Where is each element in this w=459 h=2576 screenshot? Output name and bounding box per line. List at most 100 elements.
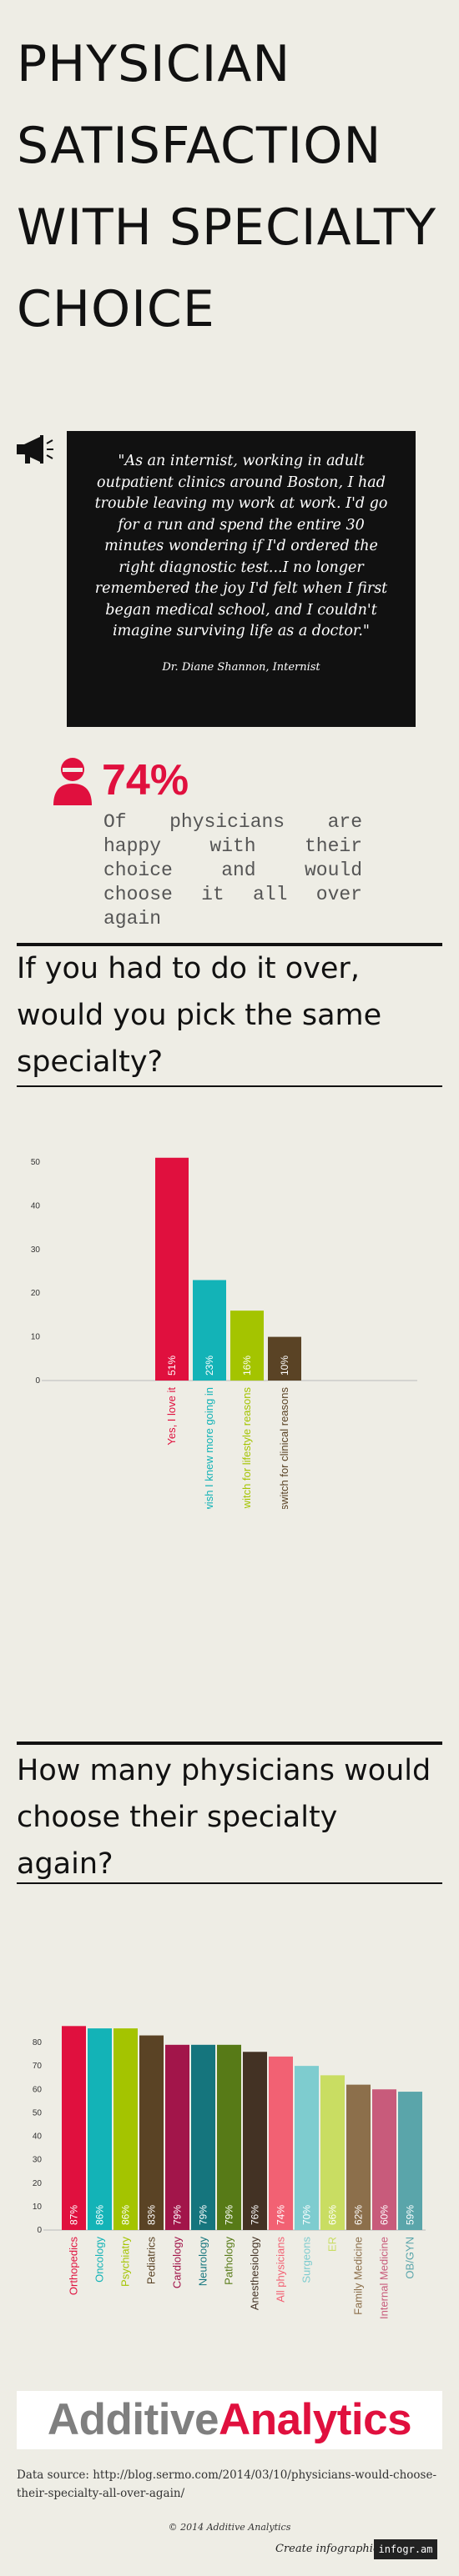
chart-specialty-repeat: 0 10 20 30 40 50 51% Yes, I love it 23% Yes, but …: [31, 1157, 417, 1509]
y-tick-label: 20: [31, 1289, 41, 1298]
category-label: All physicians: [275, 2237, 287, 2303]
value-label: 59%: [405, 2205, 416, 2225]
y-tick-label: 40: [33, 2132, 43, 2142]
value-label: 79%: [198, 2205, 209, 2225]
category-label: Yes, I love it: [165, 1387, 178, 1446]
bar: [372, 2089, 396, 2230]
y-tick-label: 40: [31, 1201, 41, 1210]
bar-group: 23% Yes, but I wish I knew more going in: [193, 1280, 226, 1509]
category-label: Orthopedics: [68, 2237, 80, 2296]
y-tick-label: 10: [31, 1333, 41, 1342]
bar: [269, 2056, 293, 2230]
person-icon: [53, 758, 92, 805]
category-label: OB/GYN: [404, 2237, 416, 2279]
bar: [217, 2044, 241, 2230]
bar: [62, 2026, 86, 2230]
category-label: Neurology: [197, 2237, 209, 2287]
bar-group: 87% Orthopedics: [62, 2026, 86, 2295]
y-tick-label: 50: [33, 2108, 43, 2117]
value-label: 16%: [241, 1356, 253, 1376]
bar: [155, 1157, 189, 1381]
value-label: 86%: [94, 2205, 106, 2225]
bar-group: 16% No, I would switch for lifestyle reas…: [230, 1311, 264, 1509]
value-label: 51%: [166, 1356, 178, 1376]
value-label: 76%: [250, 2205, 261, 2225]
bar-group: 79% Cardiology: [165, 2044, 189, 2289]
section2-heading: How many physicians would choose their s…: [17, 1754, 431, 1881]
stat-value: 74%: [102, 756, 189, 804]
category-label: No, I would switch for clinical reasons: [278, 1387, 290, 1509]
y-axis: 0 10 20 30 40 50: [31, 1158, 41, 1386]
megaphone-icon: [17, 435, 53, 464]
category-label: Cardiology: [171, 2237, 184, 2289]
value-label: 70%: [301, 2205, 313, 2225]
quote-author: Dr. Diane Shannon, Internist: [162, 660, 320, 674]
chart-specialty-again: 0 10 20 30 40 50 60 70 80 87% Orthopedics 86% Oncolo…: [33, 2026, 426, 2319]
bar: [346, 2084, 371, 2230]
bar-group: 60% Internal Medicine: [372, 2089, 396, 2319]
bar-group: 70% Surgeons: [295, 2066, 319, 2283]
copyright: © 2014 Additive Analytics: [168, 2522, 291, 2533]
section2-bottom-rule: [17, 1882, 442, 1884]
quote-box: "As an internist, working in adult outpa…: [67, 431, 416, 727]
bar: [165, 2044, 189, 2230]
category-label: No, I would switch for lifestyle reasons: [240, 1387, 253, 1509]
y-tick-label: 30: [31, 1245, 41, 1255]
value-label: 60%: [379, 2205, 391, 2225]
category-label: Family Medicine: [352, 2237, 365, 2315]
category-label: Yes, but I wish I knew more going in: [203, 1387, 215, 1509]
stat-description: Of physicians are happy with their choic…: [103, 811, 362, 930]
additive-analytics-logo: AdditiveAnalytics: [17, 2391, 442, 2449]
bar-group: 66% ER: [320, 2075, 345, 2252]
bar-group: 79% Pathology: [217, 2044, 241, 2285]
value-label: 10%: [279, 1356, 290, 1376]
bar: [398, 2092, 422, 2230]
bar: [191, 2044, 215, 2230]
quote-text: "As an internist, working in adult outpa…: [94, 453, 388, 639]
value-label: 86%: [120, 2205, 132, 2225]
category-label: Pathology: [223, 2237, 235, 2285]
bar: [230, 1311, 264, 1381]
category-label: Psychiatry: [119, 2237, 132, 2287]
value-label: 83%: [146, 2205, 158, 2225]
section1-bottom-rule: [17, 1085, 442, 1087]
bar-group: 76% Anesthesiology: [243, 2052, 267, 2310]
bar-group: 79% Neurology: [191, 2044, 215, 2287]
bar-group: 86% Psychiatry: [113, 2028, 138, 2287]
bar-group: 86% Oncology: [88, 2028, 112, 2283]
page-title: PHYSICIAN SATISFACTION WITH SPECIALTY CH…: [17, 35, 437, 338]
bar: [113, 2028, 138, 2230]
y-tick-label: 0: [35, 1376, 40, 1386]
category-label: Pediatrics: [145, 2237, 158, 2285]
bar: [139, 2035, 164, 2230]
category-label: Surgeons: [300, 2237, 313, 2283]
create-infographics-link[interactable]: Create infographics: [275, 2543, 385, 2555]
value-label: 87%: [68, 2205, 80, 2225]
y-tick-label: 30: [33, 2156, 43, 2165]
bar: [193, 1280, 226, 1381]
bar: [88, 2028, 112, 2230]
value-label: 79%: [172, 2205, 184, 2225]
bar-group: 51% Yes, I love it: [155, 1157, 189, 1446]
y-tick-label: 0: [37, 2226, 42, 2235]
data-source: Data source: http://blog.sermo.com/2014/…: [17, 2468, 437, 2500]
y-tick-label: 10: [33, 2203, 43, 2212]
value-label: 23%: [204, 1356, 215, 1376]
section2-top-rule: [17, 1742, 442, 1745]
value-label: 74%: [275, 2205, 287, 2225]
bar-group: 83% Pediatrics: [139, 2035, 164, 2285]
y-tick-label: 20: [33, 2179, 43, 2188]
bar: [243, 2052, 267, 2230]
bar-group: 62% Family Medicine: [346, 2084, 371, 2315]
bar: [320, 2075, 345, 2230]
y-tick-label: 70: [33, 2062, 43, 2071]
value-label: 62%: [353, 2205, 365, 2225]
infogram-logo[interactable]: infogr.am: [374, 2539, 437, 2559]
category-label: Oncology: [93, 2237, 106, 2283]
y-tick-label: 60: [33, 2085, 43, 2094]
y-tick-label: 50: [31, 1158, 41, 1167]
y-tick-label: 80: [33, 2038, 43, 2047]
bar: [268, 1336, 301, 1381]
bar: [295, 2066, 319, 2230]
section1-heading: If you had to do it over, would you pick…: [17, 952, 382, 1079]
